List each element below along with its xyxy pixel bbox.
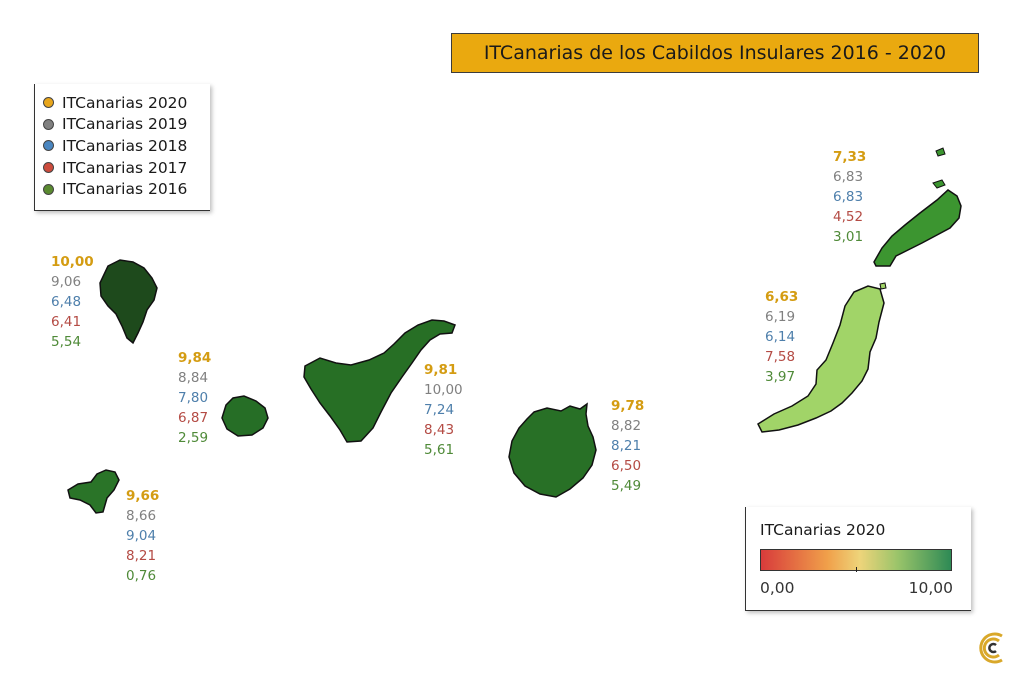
legend-item-2019: ITCanarias 2019 — [35, 114, 210, 136]
value-2017: 4,52 — [833, 209, 864, 225]
value-2020: 7,33 — [833, 149, 867, 165]
legend-item-2020: ITCanarias 2020 — [35, 92, 210, 114]
island-la-palma[interactable] — [99, 259, 158, 345]
value-2020: 9,84 — [178, 350, 212, 366]
value-2018: 7,80 — [178, 390, 209, 406]
legend-label: ITCanarias 2017 — [62, 158, 188, 177]
value-2017: 8,21 — [126, 548, 157, 564]
values-el-hierro: 9,66 8,66 9,04 8,21 0,76 — [126, 486, 159, 586]
value-2017: 6,87 — [178, 410, 209, 426]
values-gran-canaria: 9,78 8,82 8,21 6,50 5,49 — [611, 396, 644, 496]
value-2017: 6,50 — [611, 458, 642, 474]
scale-title: ITCanarias 2020 — [760, 521, 886, 539]
value-2016: 2,59 — [178, 430, 209, 446]
value-2018: 6,48 — [51, 294, 82, 310]
value-2020: 9,66 — [126, 488, 160, 504]
scale-mid-tick — [856, 567, 857, 572]
value-2019: 8,82 — [611, 418, 642, 434]
legend-dot-icon — [43, 118, 54, 130]
legend-dot-icon — [43, 97, 54, 109]
island-gran-canaria[interactable] — [508, 402, 597, 498]
island-la-graciosa — [932, 179, 946, 189]
island-fuerteventura[interactable] — [757, 285, 885, 433]
value-2018: 6,14 — [765, 329, 796, 345]
values-la-palma: 10,00 9,06 6,48 6,41 5,54 — [51, 252, 94, 352]
value-2019: 8,84 — [178, 370, 209, 386]
value-2020: 9,78 — [611, 398, 645, 414]
value-2020: 9,81 — [424, 362, 458, 378]
scale-max-label: 10,00 — [908, 579, 953, 597]
value-2018: 8,21 — [611, 438, 642, 454]
value-2016: 5,54 — [51, 334, 82, 350]
island-alegranza — [935, 147, 946, 157]
island-lobos — [879, 282, 887, 290]
value-2016: 0,76 — [126, 568, 157, 584]
legend-item-2018: ITCanarias 2018 — [35, 135, 210, 157]
value-2019: 9,06 — [51, 274, 82, 290]
value-2016: 5,61 — [424, 442, 455, 458]
values-fuerteventura: 6,63 6,19 6,14 7,58 3,97 — [765, 287, 798, 387]
legend-label: ITCanarias 2019 — [62, 115, 188, 134]
island-la-gomera[interactable] — [221, 395, 269, 437]
scale-min-label: 0,00 — [760, 579, 795, 597]
value-2016: 3,97 — [765, 369, 796, 385]
legend-dot-icon — [43, 162, 54, 174]
value-2018: 9,04 — [126, 528, 157, 544]
legend-label: ITCanarias 2016 — [62, 180, 188, 199]
island-tenerife[interactable] — [303, 319, 456, 443]
value-2020: 10,00 — [51, 254, 94, 270]
values-lanzarote: 7,33 6,83 6,83 4,52 3,01 — [833, 147, 866, 247]
legend-item-2017: ITCanarias 2017 — [35, 157, 210, 179]
legend-label: ITCanarias 2018 — [62, 136, 188, 155]
values-la-gomera: 9,84 8,84 7,80 6,87 2,59 — [178, 348, 211, 448]
value-2019: 8,66 — [126, 508, 157, 524]
value-2017: 8,43 — [424, 422, 455, 438]
island-el-hierro[interactable] — [67, 469, 120, 514]
year-legend: ITCanarias 2020 ITCanarias 2019 ITCanari… — [34, 84, 210, 211]
value-2017: 6,41 — [51, 314, 82, 330]
legend-dot-icon — [43, 140, 54, 152]
legend-dot-icon — [43, 183, 54, 195]
value-2019: 10,00 — [424, 382, 463, 398]
value-2019: 6,19 — [765, 309, 796, 325]
legend-label: ITCanarias 2020 — [62, 93, 188, 112]
value-2017: 7,58 — [765, 349, 796, 365]
value-2016: 5,49 — [611, 478, 642, 494]
value-2018: 7,24 — [424, 402, 455, 418]
value-2019: 6,83 — [833, 169, 864, 185]
island-lanzarote[interactable] — [873, 189, 962, 267]
legend-item-2016: ITCanarias 2016 — [35, 178, 210, 200]
map-title: ITCanarias de los Cabildos Insulares 201… — [451, 33, 979, 73]
values-tenerife: 9,81 10,00 7,24 8,43 5,61 — [424, 360, 463, 460]
value-2020: 6,63 — [765, 289, 799, 305]
color-scale-legend: ITCanarias 2020 0,00 10,00 — [745, 507, 971, 611]
brand-logo-icon — [979, 632, 1003, 664]
value-2018: 6,83 — [833, 189, 864, 205]
value-2016: 3,01 — [833, 229, 864, 245]
